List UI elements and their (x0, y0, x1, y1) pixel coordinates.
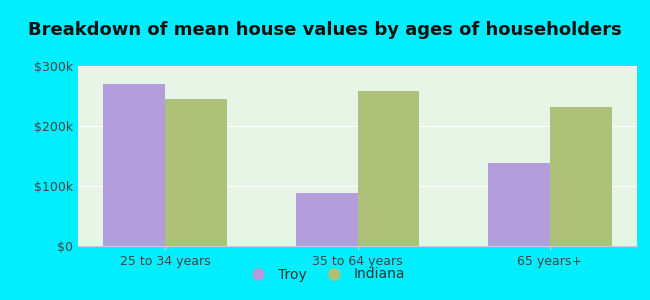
Bar (103, 84, 165, 246)
Bar (550, 107, 612, 246)
Bar (358, 91, 419, 246)
Text: Breakdown of mean house values by ages of householders: Breakdown of mean house values by ages o… (28, 21, 622, 39)
Bar (488, 163, 550, 246)
Legend: Troy, Indiana: Troy, Indiana (239, 262, 411, 287)
Bar (165, 99, 227, 246)
Bar (296, 193, 358, 246)
